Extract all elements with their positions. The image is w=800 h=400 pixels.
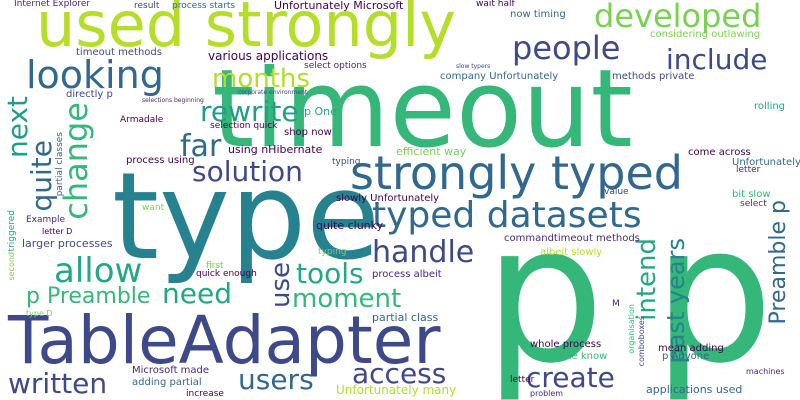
word-value: value bbox=[604, 187, 629, 197]
word-preamble-p: Preamble p bbox=[766, 200, 791, 325]
word-rolling: rolling bbox=[754, 101, 786, 112]
word-moment: moment bbox=[292, 284, 402, 314]
word-include: include bbox=[666, 43, 768, 76]
word-corporate-environment: corporate environment bbox=[238, 89, 308, 96]
word-partial-class: partial class bbox=[372, 311, 439, 324]
word-type-d: type D bbox=[26, 309, 53, 318]
word-slow-typers: slow typers bbox=[456, 63, 491, 70]
word-far: far bbox=[180, 129, 222, 164]
word-slowly-unfortunately: slowly Unfortunately bbox=[336, 193, 440, 204]
word-letter-d: letter D bbox=[42, 227, 73, 236]
word-months: months bbox=[212, 64, 310, 94]
word-using-nhibernate: using nHibernate bbox=[228, 143, 323, 156]
word-unfortunately-microsoft: Unfortunately Microsoft bbox=[274, 0, 404, 12]
word-anyone-know: Anyone know bbox=[540, 351, 608, 362]
word-handle: handle bbox=[372, 235, 475, 270]
word-select: select bbox=[740, 199, 767, 209]
word-various-applications: various applications bbox=[208, 49, 329, 63]
word-selection-quick: selection quick bbox=[210, 121, 278, 131]
word-want: want bbox=[142, 203, 165, 213]
word-tableadapter: TableAdapter bbox=[8, 302, 441, 379]
word-create: create bbox=[526, 361, 615, 394]
word-example: Example bbox=[26, 215, 66, 225]
word-solution: solution bbox=[192, 155, 303, 188]
word-triggered: triggered bbox=[7, 210, 17, 252]
word-increase: increase bbox=[186, 389, 224, 399]
word-bit-slow: bit slow bbox=[732, 189, 771, 200]
word-albeit-slowly: albeit slowly bbox=[540, 247, 603, 258]
word-typing-blue: typing bbox=[332, 157, 361, 167]
word-letter: letter bbox=[736, 165, 761, 175]
word-wait-half: wait half bbox=[476, 0, 515, 9]
word-unfortunately-many: Unfortunately many bbox=[336, 383, 457, 397]
word-applications-used: applications used bbox=[646, 383, 743, 396]
word-p-one: p One bbox=[304, 105, 337, 118]
word-methods-private: methods private bbox=[612, 71, 695, 82]
word-p-p: p p bbox=[484, 184, 774, 400]
word-people: people bbox=[512, 29, 621, 67]
word-second: second bbox=[7, 252, 16, 281]
word-result: result bbox=[134, 1, 160, 11]
word-timeout: timeout bbox=[212, 47, 633, 172]
word-process-using: process using bbox=[126, 155, 195, 166]
word-letter-small: letter bbox=[510, 375, 535, 385]
word-typed-datasets: typed datasets bbox=[372, 195, 642, 236]
word-organisation: organisation bbox=[627, 304, 636, 354]
word-whole-process: whole process bbox=[530, 339, 602, 350]
word-p-preamble: p Preamble bbox=[26, 284, 151, 309]
word-quick-enough: quick enough bbox=[196, 269, 257, 279]
word-commandtimeout-methods: commandtimeout methods bbox=[504, 233, 640, 244]
word-type: type bbox=[112, 148, 381, 287]
word-partial-classes: partial classes bbox=[55, 132, 65, 197]
word-access: access bbox=[352, 357, 447, 390]
word-come-across: come across bbox=[688, 147, 751, 158]
word-now-timing: now timing bbox=[510, 9, 566, 20]
word-use: use bbox=[266, 262, 296, 309]
word-need: need bbox=[162, 277, 232, 310]
word-quite: quite bbox=[25, 140, 58, 212]
word-timeout-methods: timeout methods bbox=[76, 47, 162, 58]
word-adding-partial: adding partial bbox=[132, 377, 202, 388]
word-company-unfortunately: company Unfortunately bbox=[440, 71, 559, 82]
word-considering-outlawing: considering outlawing bbox=[650, 29, 761, 40]
word-developed: developed bbox=[594, 0, 762, 35]
word-tools: tools bbox=[296, 257, 364, 290]
word-rewrite: rewrite bbox=[200, 95, 299, 128]
word-problem: problem bbox=[530, 389, 564, 398]
word-used-strongly: used strongly bbox=[36, 0, 457, 61]
word-written: written bbox=[8, 367, 108, 400]
word-internet-explorer: Internet Explorer bbox=[14, 0, 91, 9]
word-p-anyone: p Anyone bbox=[662, 351, 710, 362]
word-first: first bbox=[206, 261, 224, 271]
word-m: M bbox=[612, 299, 620, 309]
word-allow: allow bbox=[54, 251, 143, 291]
word-process-albeit: process albeit bbox=[372, 269, 442, 280]
word-selections-beginning: selections beginning bbox=[142, 97, 204, 104]
word-mean-adding: mean adding bbox=[658, 343, 724, 354]
word-users: users bbox=[238, 363, 314, 396]
word-typing-green: typing bbox=[318, 247, 347, 257]
word-armadale: Armadale bbox=[120, 115, 164, 125]
word-strongly-typed: strongly typed bbox=[350, 146, 683, 200]
word-looking: looking bbox=[26, 53, 164, 97]
word-larger-processes: larger processes bbox=[22, 237, 113, 250]
word-directly-p: directly p bbox=[66, 89, 113, 100]
word-machines: machines bbox=[746, 367, 785, 376]
word-intend: intend bbox=[632, 238, 662, 321]
word-process-starts: process starts bbox=[172, 1, 236, 11]
word-shop-now: shop now bbox=[284, 127, 332, 138]
word-comboboxes: comboboxes bbox=[637, 316, 646, 367]
word-select-options: select options bbox=[304, 61, 367, 71]
word-microsoft-made: Microsoft made bbox=[132, 365, 210, 376]
word-quite-clunky: quite clunky bbox=[316, 219, 384, 232]
word-efficient-way: efficient way bbox=[396, 145, 467, 158]
word-unfortunately: Unfortunately bbox=[732, 157, 800, 168]
